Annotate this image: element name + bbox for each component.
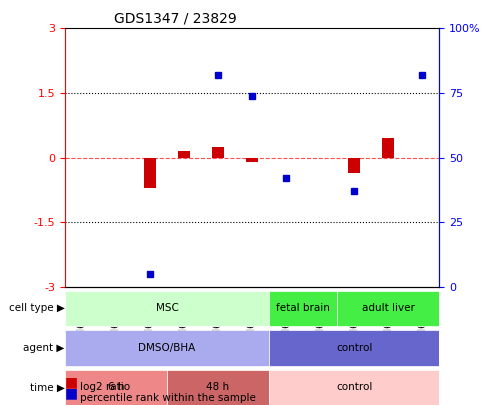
Bar	[348, 158, 360, 173]
Text: ■: ■	[65, 387, 78, 401]
Text: fetal brain: fetal brain	[276, 303, 330, 313]
FancyBboxPatch shape	[337, 291, 439, 326]
Text: control: control	[336, 343, 372, 353]
Bar	[382, 138, 394, 158]
Text: MSC: MSC	[156, 303, 178, 313]
FancyBboxPatch shape	[65, 369, 167, 405]
Text: adult liver: adult liver	[362, 303, 415, 313]
FancyBboxPatch shape	[269, 330, 439, 366]
Text: percentile rank within the sample: percentile rank within the sample	[80, 393, 255, 403]
FancyBboxPatch shape	[65, 291, 269, 326]
Text: agent ▶: agent ▶	[23, 343, 65, 353]
Text: time ▶: time ▶	[30, 382, 65, 392]
FancyBboxPatch shape	[269, 291, 337, 326]
Text: ■: ■	[65, 376, 78, 390]
Text: cell type ▶: cell type ▶	[9, 303, 65, 313]
FancyBboxPatch shape	[167, 369, 269, 405]
Text: GDS1347 / 23829: GDS1347 / 23829	[114, 12, 236, 26]
Bar	[144, 158, 156, 188]
Bar	[246, 158, 258, 162]
Text: control: control	[336, 382, 372, 392]
Text: log2 ratio: log2 ratio	[80, 382, 130, 392]
Text: 6 h: 6 h	[108, 382, 124, 392]
FancyBboxPatch shape	[65, 330, 269, 366]
Text: DMSO/BHA: DMSO/BHA	[138, 343, 196, 353]
Bar	[178, 151, 190, 158]
Text: 48 h: 48 h	[207, 382, 230, 392]
Bar	[212, 147, 224, 158]
FancyBboxPatch shape	[269, 369, 439, 405]
